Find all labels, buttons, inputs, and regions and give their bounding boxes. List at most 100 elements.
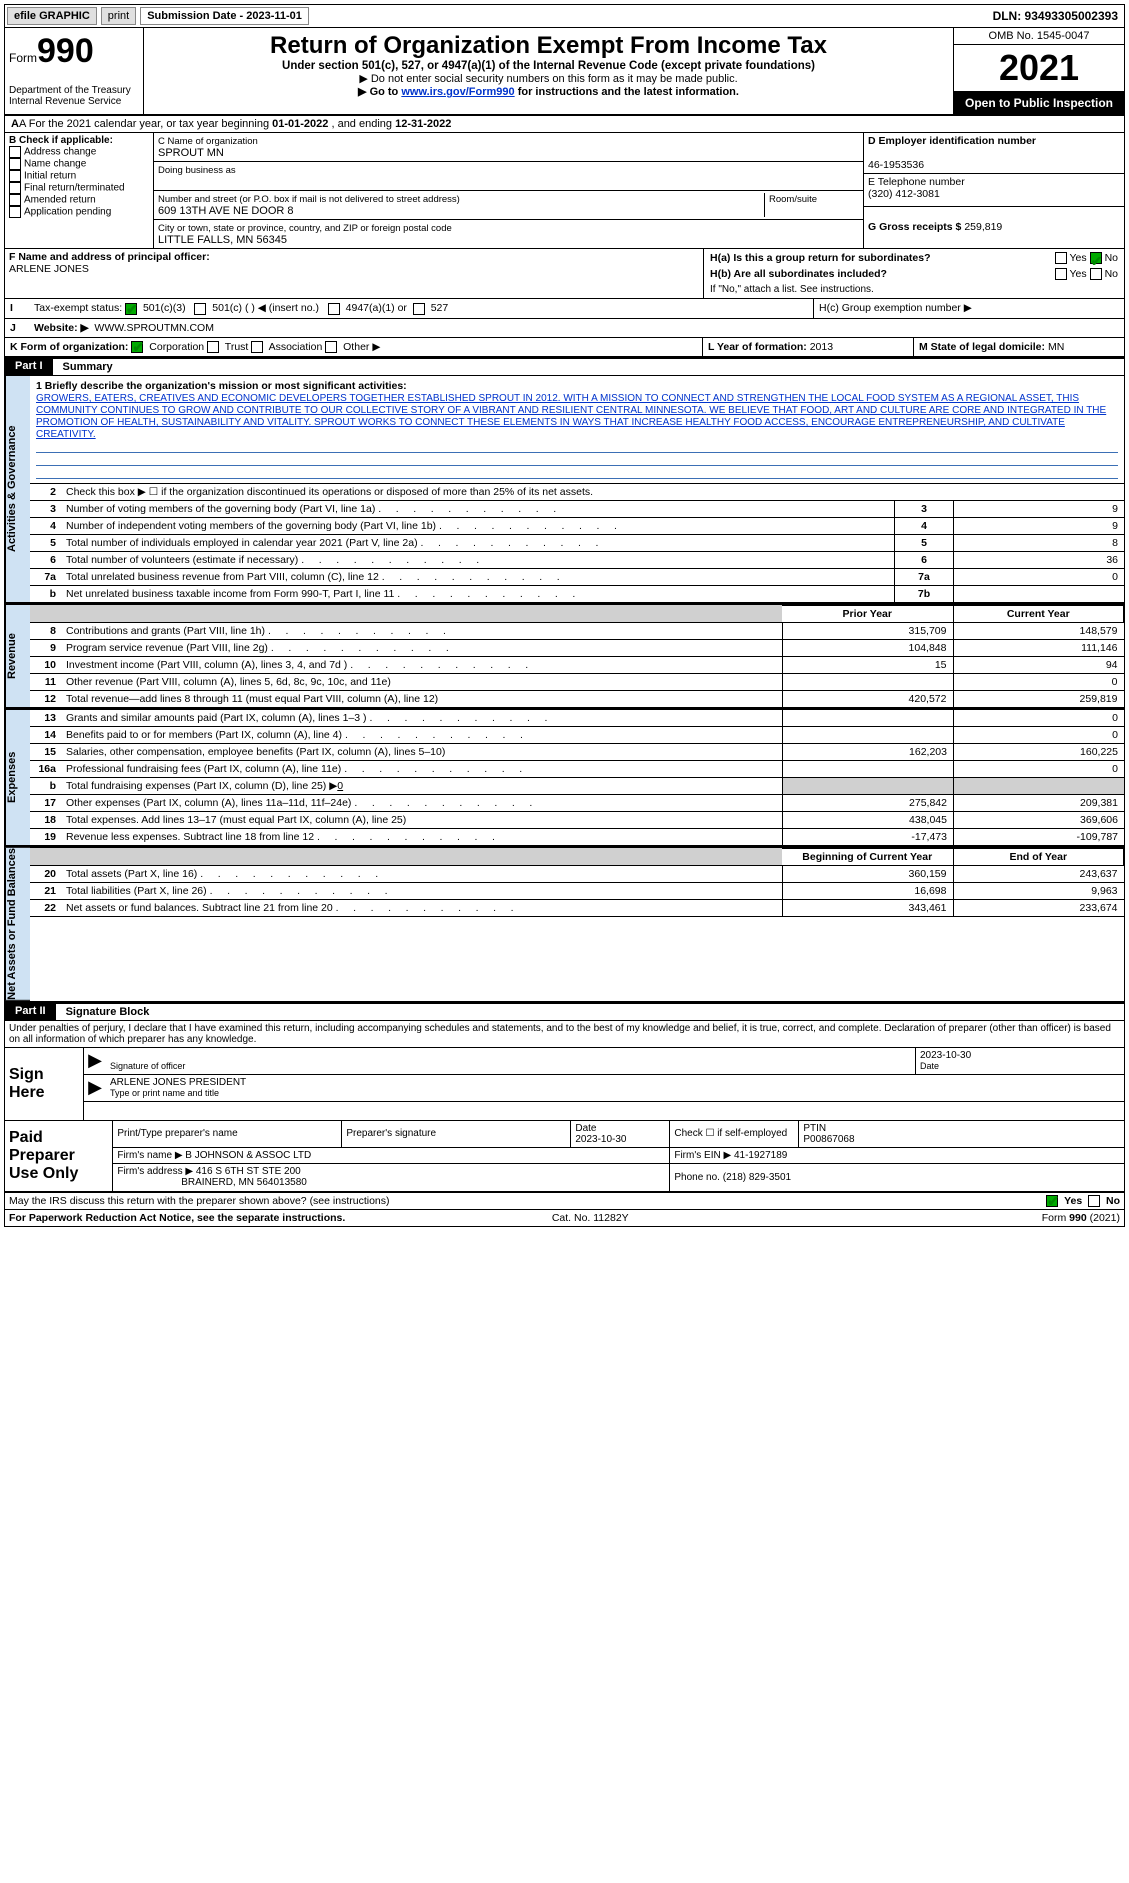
line6-value: 36	[954, 551, 1125, 568]
submission-date-button[interactable]: Submission Date - 2023-11-01	[140, 7, 309, 25]
discuss-yes-label: Yes	[1064, 1195, 1082, 1207]
print-button[interactable]: print	[101, 7, 136, 25]
prep-sig-hdr: Preparer's signature	[342, 1121, 571, 1148]
mission-label: 1 Briefly describe the organization's mi…	[36, 380, 407, 392]
net-assets-section: Net Assets or Fund Balances Beginning of…	[5, 848, 1124, 1003]
ein-label: D Employer identification number	[868, 135, 1036, 147]
firm-phone-value: (218) 829-3501	[723, 1172, 791, 1183]
governance-lines-table: 2Check this box ▶ ☐ if the organization …	[30, 484, 1124, 603]
org-name: SPROUT MN	[158, 147, 224, 159]
line4-value: 9	[954, 517, 1125, 534]
col-b-label: B Check if applicable:	[9, 135, 113, 146]
opt-final-return: Final return/terminated	[24, 183, 125, 194]
line15-current: 160,225	[954, 743, 1125, 760]
name-label: C Name of organization	[158, 136, 258, 147]
efile-graphic-label: efile GRAPHIC	[14, 10, 90, 22]
line11-current: 0	[953, 673, 1124, 690]
line7b-value	[954, 585, 1125, 602]
prep-name-hdr: Print/Type preparer's name	[113, 1121, 342, 1148]
line4-text: Number of independent voting members of …	[62, 517, 895, 534]
firm-addr1: 416 S 6TH ST STE 200	[196, 1166, 301, 1177]
line22-text: Net assets or fund balances. Subtract li…	[62, 899, 782, 916]
line7a-text: Total unrelated business revenue from Pa…	[62, 568, 895, 585]
phone-label: E Telephone number	[868, 176, 965, 188]
firm-ein-label: Firm's EIN ▶	[674, 1150, 731, 1161]
irs-link[interactable]: www.irs.gov/Form990	[401, 86, 514, 98]
hb-no-checkbox[interactable]	[1090, 268, 1102, 280]
checkbox-initial-return[interactable]	[9, 170, 21, 182]
4947-checkbox[interactable]	[328, 303, 340, 315]
efile-graphic-button[interactable]: efile GRAPHIC	[7, 7, 97, 25]
period-label: A For the 2021 calendar year, or tax yea…	[19, 118, 272, 130]
corp-checkbox[interactable]: ✔	[131, 341, 143, 353]
return-title: Return of Organization Exempt From Incom…	[150, 32, 947, 60]
checkbox-amended-return[interactable]	[9, 194, 21, 206]
line9-text: Program service revenue (Part VIII, line…	[62, 639, 782, 656]
ha-yes-checkbox[interactable]	[1055, 252, 1067, 264]
line9-current: 111,146	[953, 639, 1124, 656]
discuss-no-label: No	[1106, 1195, 1120, 1207]
line16b-current-shade	[954, 777, 1125, 794]
checkbox-application-pending[interactable]	[9, 206, 21, 218]
checkbox-name-change[interactable]	[9, 158, 21, 170]
line20-text: Total assets (Part X, line 16)	[62, 865, 782, 882]
line11-text: Other revenue (Part VIII, column (A), li…	[62, 673, 782, 690]
501c3-checkbox[interactable]: ✔	[125, 303, 137, 315]
col-c-name-address: C Name of organizationSPROUT MN Doing bu…	[154, 133, 864, 248]
sig-officer-label: Signature of officer	[110, 1061, 185, 1071]
opt-4947: 4947(a)(1) or	[346, 302, 407, 314]
line16a-current: 0	[954, 760, 1125, 777]
trust-checkbox[interactable]	[207, 341, 219, 353]
ptin-value: P00867068	[803, 1134, 854, 1145]
cat-number: Cat. No. 11282Y	[552, 1212, 629, 1224]
period-begin: 01-01-2022	[272, 118, 328, 130]
sig-date-value: 2023-10-30	[920, 1050, 971, 1061]
line8-current: 148,579	[953, 622, 1124, 639]
line8-prior: 315,709	[782, 622, 953, 639]
line17-text: Other expenses (Part IX, column (A), lin…	[62, 794, 783, 811]
line10-text: Investment income (Part VIII, column (A)…	[62, 656, 782, 673]
mission-text: GROWERS, EATERS, CREATIVES AND ECONOMIC …	[36, 393, 1106, 440]
line16b-text: Total fundraising expenses (Part IX, col…	[62, 777, 783, 794]
line21-eoy: 9,963	[953, 882, 1124, 899]
line19-current: -109,787	[954, 828, 1125, 845]
other-checkbox[interactable]	[325, 341, 337, 353]
hb-yes-checkbox[interactable]	[1055, 268, 1067, 280]
room-label: Room/suite	[769, 194, 817, 205]
discuss-no-checkbox[interactable]	[1088, 1195, 1100, 1207]
line15-text: Salaries, other compensation, employee b…	[62, 743, 783, 760]
signature-block: Sign Here ▶ Signature of officer 2023-10…	[5, 1048, 1124, 1121]
pra-notice: For Paperwork Reduction Act Notice, see …	[9, 1212, 345, 1224]
sig-date-label: Date	[920, 1061, 939, 1071]
gross-value: 259,819	[964, 221, 1002, 233]
assoc-checkbox[interactable]	[251, 341, 263, 353]
527-checkbox[interactable]	[413, 303, 425, 315]
hb-note: If "No," attach a list. See instructions…	[706, 283, 1122, 296]
501c-checkbox[interactable]	[194, 303, 206, 315]
ha-no-checkbox[interactable]: ✔	[1090, 252, 1102, 264]
discuss-yes-checkbox[interactable]: ✔	[1046, 1195, 1058, 1207]
sig-arrow2-icon: ▶	[84, 1075, 106, 1101]
line14-text: Benefits paid to or for members (Part IX…	[62, 726, 783, 743]
dba-label: Doing business as	[158, 165, 236, 176]
col-b-checkboxes: B Check if applicable: Address change Na…	[5, 133, 154, 248]
discuss-text: May the IRS discuss this return with the…	[9, 1195, 390, 1207]
hdr-current-year: Current Year	[953, 605, 1124, 622]
row-f-label: F Name and address of principal officer:	[9, 251, 210, 263]
line13-text: Grants and similar amounts paid (Part IX…	[62, 710, 783, 727]
revenue-section: Revenue Prior YearCurrent Year 8Contribu…	[5, 605, 1124, 710]
row-a-period: AA For the 2021 calendar year, or tax ye…	[5, 116, 1124, 133]
ssn-warning: ▶ Do not enter social security numbers o…	[150, 72, 947, 85]
hdr-prior-year: Prior Year	[782, 605, 953, 622]
checkbox-address-change[interactable]	[9, 146, 21, 158]
checkbox-final-return[interactable]	[9, 182, 21, 194]
firm-name-value: B JOHNSON & ASSOC LTD	[185, 1150, 311, 1161]
part2-tag: Part II	[5, 1003, 56, 1021]
opt-501c3: 501(c)(3)	[143, 302, 186, 314]
website-label: Website: ▶	[34, 322, 89, 334]
phone-value: (320) 412-3081	[868, 188, 940, 200]
prep-date-hdr: Date	[575, 1123, 596, 1134]
line7a-value: 0	[954, 568, 1125, 585]
opt-trust: Trust	[225, 341, 249, 353]
tax-status-label: Tax-exempt status:	[34, 302, 122, 314]
